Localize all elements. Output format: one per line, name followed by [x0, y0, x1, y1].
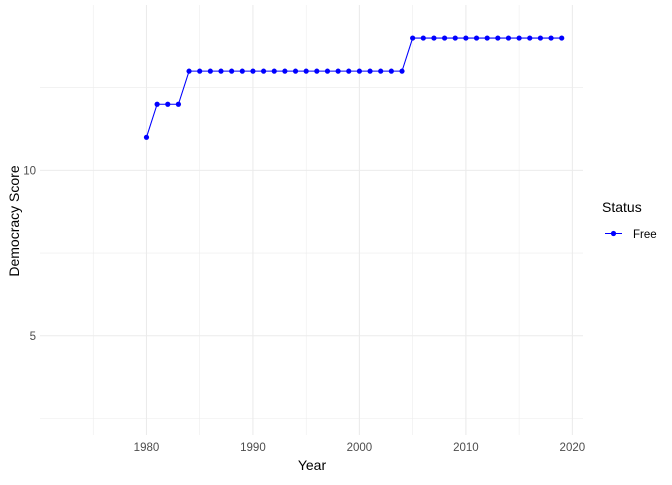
data-point: [495, 35, 501, 41]
data-point: [420, 35, 426, 41]
data-point: [484, 35, 490, 41]
data-point: [197, 68, 203, 74]
legend-key-point: [610, 230, 617, 237]
legend-label-free: Free: [633, 229, 657, 241]
series-line-free: [145, 37, 562, 138]
data-point: [292, 68, 299, 74]
y-tick-label: 10: [23, 165, 36, 177]
data-point: [527, 35, 533, 41]
data-point: [463, 35, 469, 41]
data-point: [356, 68, 363, 74]
series-layer: [143, 35, 565, 140]
data-point: [473, 35, 480, 41]
grid-lines: [40, 5, 583, 435]
x-axis-title: Year: [298, 457, 327, 473]
x-axis-ticks: 1980 1990 2000 2010 2020: [134, 442, 585, 454]
legend-key-free: [605, 230, 622, 237]
data-point: [239, 68, 245, 74]
x-tick-label: 2020: [560, 442, 586, 454]
data-point: [367, 68, 373, 74]
data-point: [537, 35, 544, 41]
data-point: [410, 35, 416, 41]
data-point: [559, 35, 565, 41]
data-point: [335, 68, 341, 74]
data-point: [516, 35, 522, 41]
data-point: [186, 68, 192, 74]
legend: Status Free: [602, 199, 657, 241]
data-point: [218, 68, 224, 74]
y-axis-ticks: 5 10: [23, 165, 36, 342]
data-point: [431, 35, 437, 41]
data-point: [250, 68, 256, 74]
data-point: [260, 68, 267, 74]
data-point: [143, 134, 150, 140]
data-point: [207, 68, 213, 74]
data-point: [346, 68, 352, 74]
data-point: [314, 68, 320, 74]
data-point: [388, 68, 394, 74]
data-point: [303, 68, 309, 74]
x-tick-label: 1980: [134, 442, 160, 454]
data-point: [175, 101, 182, 107]
data-point: [452, 35, 458, 41]
y-tick-label: 5: [30, 331, 36, 343]
data-point: [548, 35, 554, 41]
data-point: [229, 68, 235, 74]
data-point: [282, 68, 288, 74]
data-point: [399, 68, 405, 74]
x-tick-label: 2010: [453, 442, 479, 454]
data-point: [378, 68, 384, 74]
data-point: [165, 101, 171, 107]
data-point: [505, 35, 512, 41]
x-tick-label: 2000: [347, 442, 373, 454]
x-tick-label: 1990: [240, 442, 266, 454]
legend-title: Status: [602, 199, 642, 215]
data-point: [324, 68, 331, 74]
data-point: [154, 101, 160, 107]
data-point: [441, 35, 448, 41]
y-axis-title: Democracy Score: [6, 165, 22, 276]
data-point: [271, 68, 277, 74]
